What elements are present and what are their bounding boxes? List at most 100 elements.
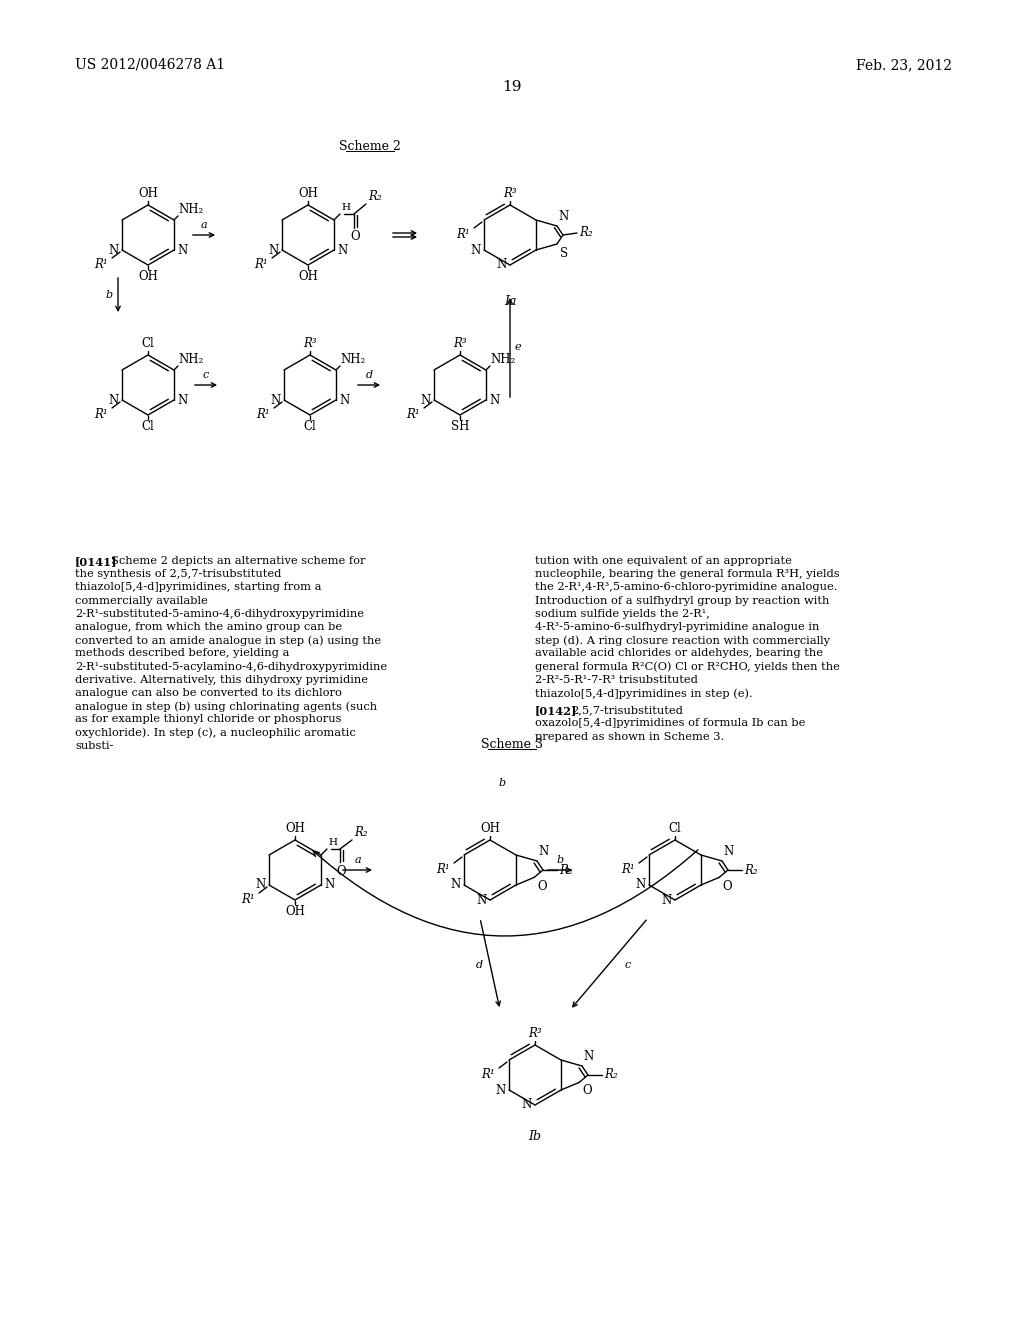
Text: thiazolo[5,4-d]pyrimidines, starting from a: thiazolo[5,4-d]pyrimidines, starting fro…	[75, 582, 322, 593]
Text: N: N	[109, 243, 119, 256]
Text: analogue in step (b) using chlorinating agents (such: analogue in step (b) using chlorinating …	[75, 701, 377, 711]
Text: general formula R²C(O) Cl or R²CHO, yields then the: general formula R²C(O) Cl or R²CHO, yiel…	[535, 661, 840, 672]
Text: step (d). A ring closure reaction with commercially: step (d). A ring closure reaction with c…	[535, 635, 830, 645]
Text: N: N	[256, 879, 266, 891]
Text: N: N	[421, 393, 431, 407]
Text: available acid chlorides or aldehydes, bearing the: available acid chlorides or aldehydes, b…	[535, 648, 823, 659]
Text: N: N	[337, 243, 347, 256]
Text: N: N	[558, 210, 568, 223]
Text: O: O	[537, 879, 547, 892]
Text: oxazolo[5,4-d]pyrimidines of formula Ib can be: oxazolo[5,4-d]pyrimidines of formula Ib …	[535, 718, 805, 729]
Text: R¹: R¹	[622, 863, 635, 876]
Text: R¹: R¹	[436, 863, 450, 876]
Text: derivative. Alternatively, this dihydroxy pyrimidine: derivative. Alternatively, this dihydrox…	[75, 675, 368, 685]
Text: Scheme 2: Scheme 2	[339, 140, 401, 153]
Text: 19: 19	[502, 81, 522, 94]
Text: analogue, from which the amino group can be: analogue, from which the amino group can…	[75, 622, 342, 632]
Text: N: N	[497, 259, 507, 272]
Text: OH: OH	[285, 906, 305, 917]
Text: thiazolo[5,4-d]pyrimidines in step (e).: thiazolo[5,4-d]pyrimidines in step (e).	[535, 688, 753, 698]
Text: O: O	[336, 865, 346, 878]
Text: O: O	[722, 879, 731, 892]
Text: b: b	[499, 777, 506, 788]
Text: N: N	[583, 1049, 593, 1063]
Text: N: N	[268, 243, 279, 256]
Text: R₂: R₂	[744, 863, 758, 876]
Text: analogue can also be converted to its dichloro: analogue can also be converted to its di…	[75, 688, 342, 698]
Text: OH: OH	[285, 822, 305, 836]
Text: R³: R³	[528, 1027, 542, 1040]
Text: N: N	[522, 1098, 532, 1111]
Text: e: e	[515, 342, 521, 352]
Text: R₂: R₂	[604, 1068, 617, 1081]
Text: R¹: R¹	[457, 228, 470, 242]
Text: oxychloride). In step (c), a nucleophilic aromatic: oxychloride). In step (c), a nucleophili…	[75, 727, 355, 738]
Text: SH: SH	[451, 420, 469, 433]
Text: US 2012/0046278 A1: US 2012/0046278 A1	[75, 58, 225, 73]
Text: Scheme 2 depicts an alternative scheme for: Scheme 2 depicts an alternative scheme f…	[111, 556, 366, 566]
Text: N: N	[662, 894, 672, 907]
Text: 2-R²-5-R¹-7-R³ trisubstituted: 2-R²-5-R¹-7-R³ trisubstituted	[535, 675, 698, 685]
Text: a: a	[201, 220, 207, 230]
Text: OH: OH	[138, 187, 158, 201]
Text: a: a	[354, 855, 360, 865]
Text: d: d	[476, 960, 483, 970]
Text: 2-R¹-substituted-5-amino-4,6-dihydroxypyrimidine: 2-R¹-substituted-5-amino-4,6-dihydroxypy…	[75, 609, 364, 619]
Text: commercially available: commercially available	[75, 595, 208, 606]
Text: O: O	[350, 230, 359, 243]
Text: OH: OH	[298, 271, 317, 282]
Text: b: b	[556, 855, 563, 865]
Text: N: N	[339, 393, 349, 407]
Text: Ib: Ib	[528, 1130, 542, 1143]
Text: [0142]: [0142]	[535, 705, 578, 717]
Text: Ia: Ia	[504, 294, 516, 308]
FancyArrowPatch shape	[313, 850, 698, 936]
Text: N: N	[538, 845, 548, 858]
Text: OH: OH	[480, 822, 500, 836]
Text: the 2-R¹,4-R³,5-amino-6-chloro-pyrimidine analogue.: the 2-R¹,4-R³,5-amino-6-chloro-pyrimidin…	[535, 582, 838, 593]
Text: Cl: Cl	[669, 822, 681, 836]
Text: OH: OH	[298, 187, 317, 201]
Text: c: c	[625, 960, 631, 970]
Text: methods described before, yielding a: methods described before, yielding a	[75, 648, 290, 659]
Text: Cl: Cl	[141, 420, 155, 433]
Text: 2,5,7-trisubstituted: 2,5,7-trisubstituted	[571, 705, 683, 715]
Text: R¹: R¹	[254, 257, 268, 271]
Text: prepared as shown in Scheme 3.: prepared as shown in Scheme 3.	[535, 731, 724, 742]
Text: R₂: R₂	[579, 227, 593, 239]
Text: Cl: Cl	[304, 420, 316, 433]
Text: O: O	[582, 1085, 592, 1097]
Text: R¹: R¹	[481, 1068, 495, 1081]
Text: R¹: R¹	[242, 894, 255, 906]
Text: substi-: substi-	[75, 741, 114, 751]
Text: Cl: Cl	[141, 337, 155, 350]
Text: NH₂: NH₂	[178, 203, 203, 216]
Text: R³: R³	[503, 187, 517, 201]
Text: N: N	[496, 1084, 506, 1097]
Text: N: N	[636, 879, 646, 891]
Text: NH₂: NH₂	[178, 352, 203, 366]
Text: nucleophile, bearing the general formula R³H, yields: nucleophile, bearing the general formula…	[535, 569, 840, 579]
Text: Introduction of a sulfhydryl group by reaction with: Introduction of a sulfhydryl group by re…	[535, 595, 829, 606]
Text: S: S	[560, 247, 568, 260]
Text: the synthesis of 2,5,7-trisubstituted: the synthesis of 2,5,7-trisubstituted	[75, 569, 282, 579]
Text: R³: R³	[454, 337, 467, 350]
Text: N: N	[270, 393, 281, 407]
Text: b: b	[105, 290, 113, 300]
Text: N: N	[177, 243, 187, 256]
Text: Scheme 3: Scheme 3	[481, 738, 543, 751]
Text: N: N	[471, 243, 481, 256]
Text: H: H	[341, 203, 350, 213]
Text: N: N	[177, 393, 187, 407]
Text: R¹: R¹	[94, 408, 108, 421]
Text: NH₂: NH₂	[340, 352, 366, 366]
Text: R³: R³	[303, 337, 316, 350]
Text: R¹: R¹	[94, 257, 108, 271]
Text: R₂: R₂	[354, 826, 368, 840]
Text: N: N	[477, 894, 487, 907]
Text: c: c	[203, 370, 209, 380]
Text: NH₂: NH₂	[489, 352, 515, 366]
Text: N: N	[324, 879, 334, 891]
Text: H: H	[328, 838, 337, 847]
Text: R¹: R¹	[256, 408, 270, 421]
